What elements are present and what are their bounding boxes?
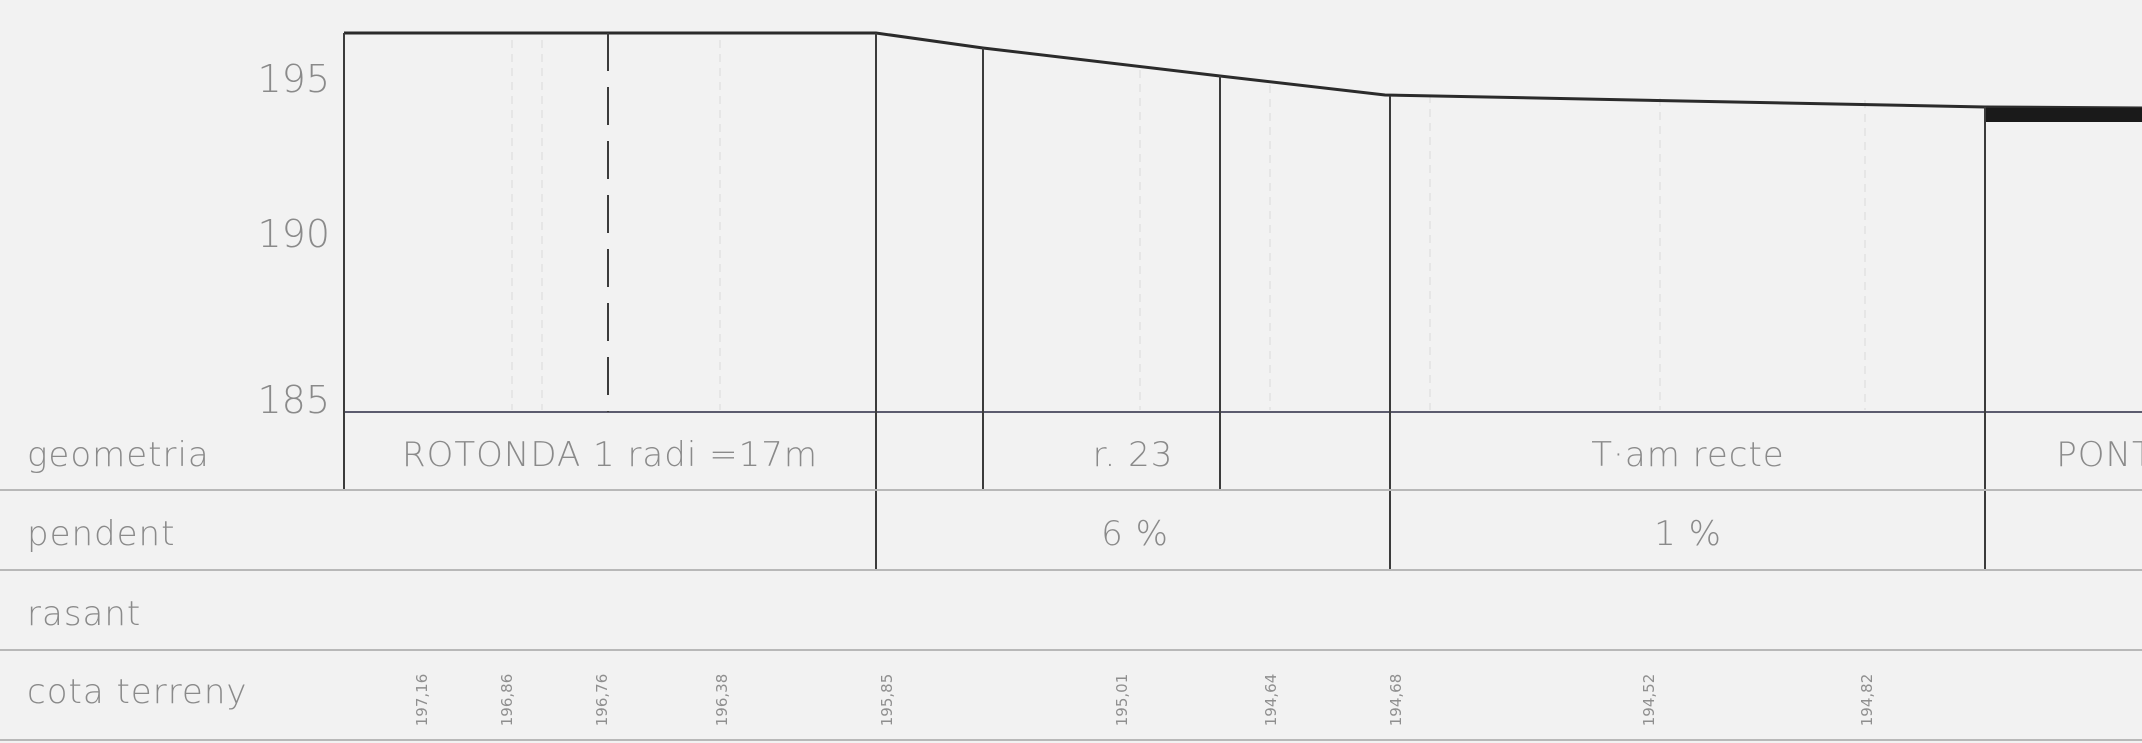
geometria-tram-label: T·am recte xyxy=(1591,435,1784,475)
terrain-elevation-10: 194,82 xyxy=(1858,674,1876,727)
pendent-slope-2: 1 % xyxy=(1654,514,1722,554)
terrain-elevation-7: 194,64 xyxy=(1262,674,1280,727)
terrain-elevation-2: 196,86 xyxy=(498,674,516,727)
bridge-deck xyxy=(1985,108,2142,122)
row-label-pendent: pendent xyxy=(27,514,175,554)
geometria-radius-label: r. 23 xyxy=(1093,435,1174,475)
station-gridlines xyxy=(511,40,1866,410)
terrain-elevation-5: 195,85 xyxy=(878,674,896,727)
terrain-elevation-9: 194,52 xyxy=(1640,674,1658,727)
pendent-slope-1: 6 % xyxy=(1101,514,1169,554)
table-row-separators xyxy=(0,489,2142,741)
row-label-geometria: geometria xyxy=(27,435,210,475)
terrain-elevation-4: 196,38 xyxy=(713,674,731,727)
terrain-elevations: 197,16 196,86 196,76 196,38 195,85 195,0… xyxy=(413,674,1876,727)
axis-tick-195: 195 xyxy=(257,57,330,101)
terrain-elevation-3: 196,76 xyxy=(593,674,611,727)
geometria-pont-label: PONT xyxy=(2056,435,2142,475)
row-label-cota-terreny: cota terreny xyxy=(27,672,248,712)
terrain-elevation-8: 194,68 xyxy=(1387,674,1405,727)
axis-tick-185: 185 xyxy=(257,378,330,422)
terrain-elevation-1: 197,16 xyxy=(413,674,431,727)
terrain-elevation-6: 195,01 xyxy=(1113,674,1131,727)
axis-tick-190: 190 xyxy=(257,212,330,256)
geometria-rotonda-label: ROTONDA 1 radi =17m xyxy=(402,435,818,475)
row-label-rasant: rasant xyxy=(27,594,141,634)
